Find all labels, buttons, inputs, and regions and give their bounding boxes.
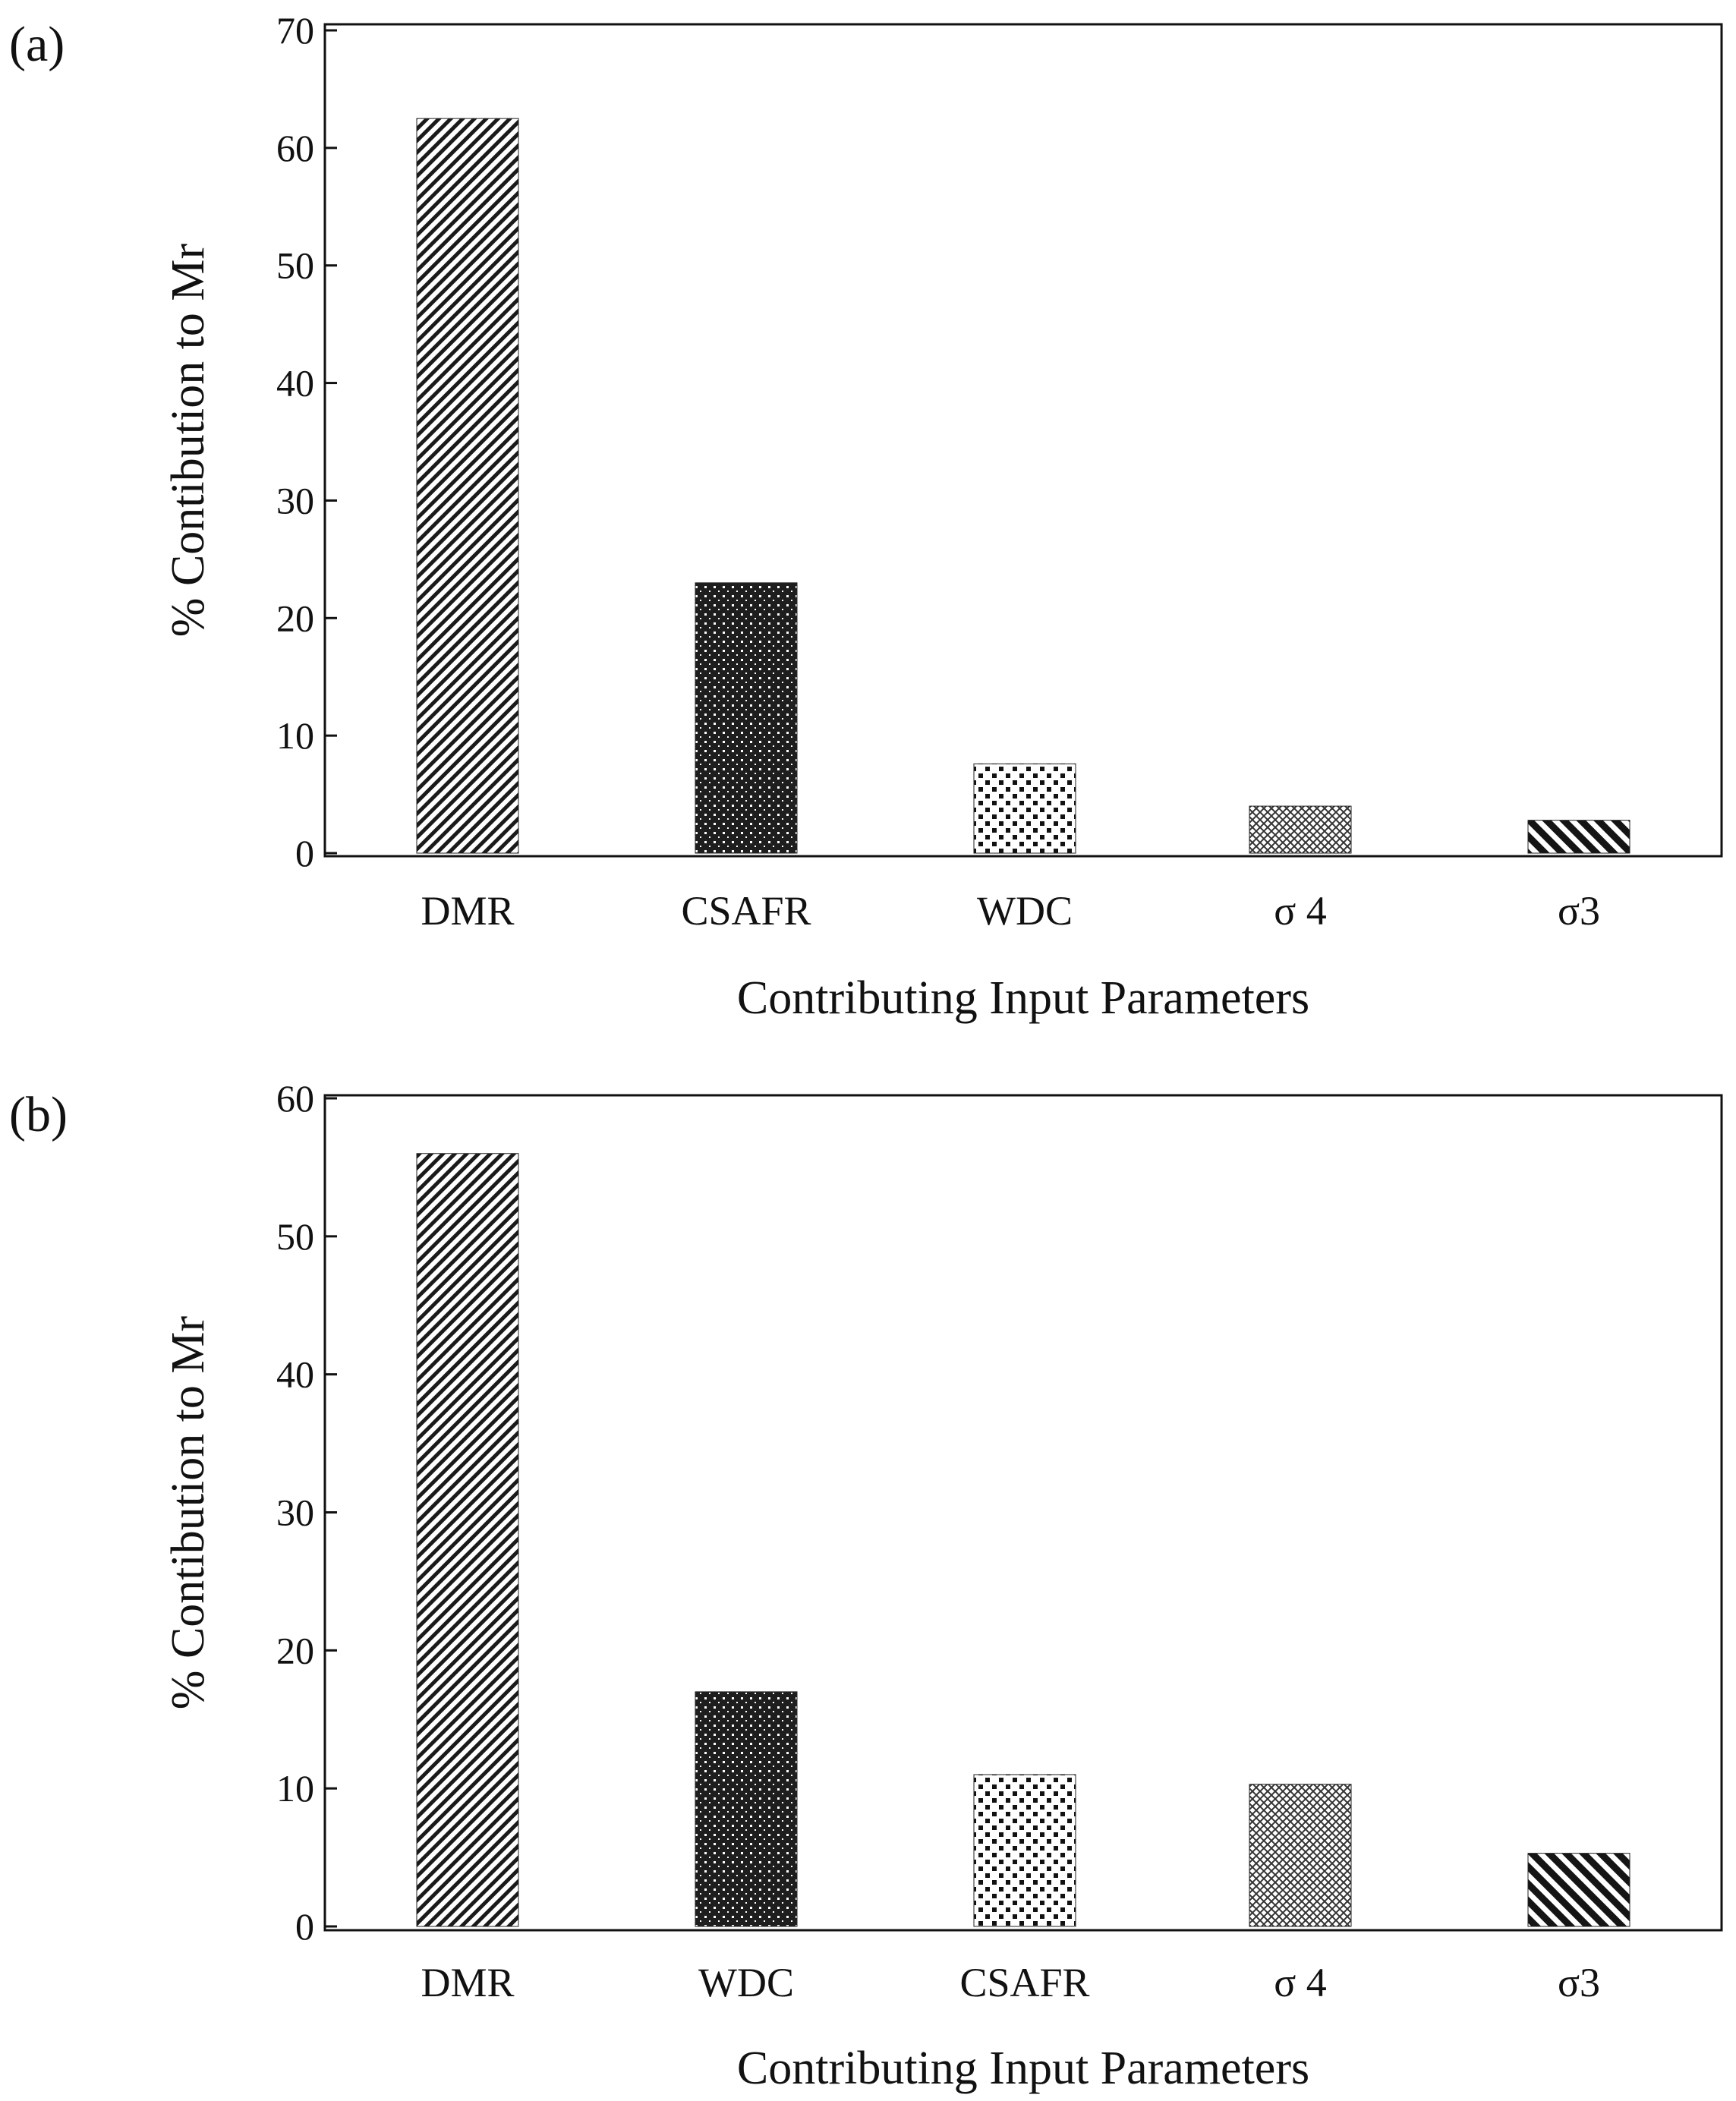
chart-panel-b: (b) 0 10 20 30 40 50 60 DMR WDC CSAFR σ 4 σ3 % Con… [9,1077,1723,2094]
y-tick-label: 40 [276,362,314,405]
bar-5 [1527,1853,1630,1927]
y-tick-label: 0 [295,832,314,874]
x-tick-label: σ 4 [1274,888,1327,934]
bar-1 [416,1153,519,1927]
y-ticks: 0 10 20 30 40 50 60 70 [276,9,337,874]
x-axis-title: Contributing Input Parameters [737,972,1309,1024]
x-tick-labels: DMR WDC CSAFR σ 4 σ3 [421,1960,1600,2005]
x-tick-labels: DMR CSAFR WDC σ 4 σ3 [421,888,1600,934]
y-axis-title: % Contibution to Mr [162,1315,214,1709]
y-tick-label: 10 [276,1767,314,1810]
bars [416,1153,1630,1927]
bar-4 [1249,805,1352,854]
y-ticks: 0 10 20 30 40 50 60 [276,1077,337,1948]
y-tick-label: 10 [276,714,314,757]
x-tick-label: CSAFR [681,888,811,934]
panel-label: (b) [9,1087,68,1142]
bar-2 [695,1691,798,1927]
x-tick-label: CSAFR [959,1960,1089,2005]
bar-4 [1249,1784,1352,1927]
x-tick-label: DMR [421,1960,514,2005]
panel-label: (a) [9,17,65,72]
y-tick-label: 30 [276,1491,314,1534]
x-tick-label: σ3 [1558,1960,1600,2005]
plot-frame [323,23,1723,858]
y-tick-label: 20 [276,597,314,639]
bar-5 [1527,820,1630,854]
x-tick-label: WDC [977,888,1073,934]
y-tick-label: 0 [295,1905,314,1948]
bar-3 [973,763,1076,854]
bar-3 [973,1774,1076,1927]
y-tick-label: 60 [276,1077,314,1120]
y-axis-title: % Contibution to Mr [162,243,214,637]
y-tick-label: 30 [276,479,314,521]
x-tick-label: σ 4 [1274,1960,1327,2005]
y-tick-label: 40 [276,1353,314,1396]
y-tick-label: 50 [276,1215,314,1258]
bars [416,118,1630,854]
y-tick-label: 20 [276,1629,314,1671]
y-tick-label: 70 [276,9,314,52]
x-tick-label: DMR [421,888,514,934]
x-tick-label: WDC [698,1960,794,2005]
y-tick-label: 60 [276,127,314,169]
x-tick-label: σ3 [1558,888,1600,934]
bar-2 [695,582,798,854]
x-axis-title: Contributing Input Parameters [737,2043,1309,2094]
chart-panel-a: (a) 0 10 20 30 40 50 60 70 DMR CSAFR WDC σ 4 σ3 % C… [9,9,1723,1024]
bar-1 [416,118,519,854]
y-tick-label: 50 [276,244,314,287]
